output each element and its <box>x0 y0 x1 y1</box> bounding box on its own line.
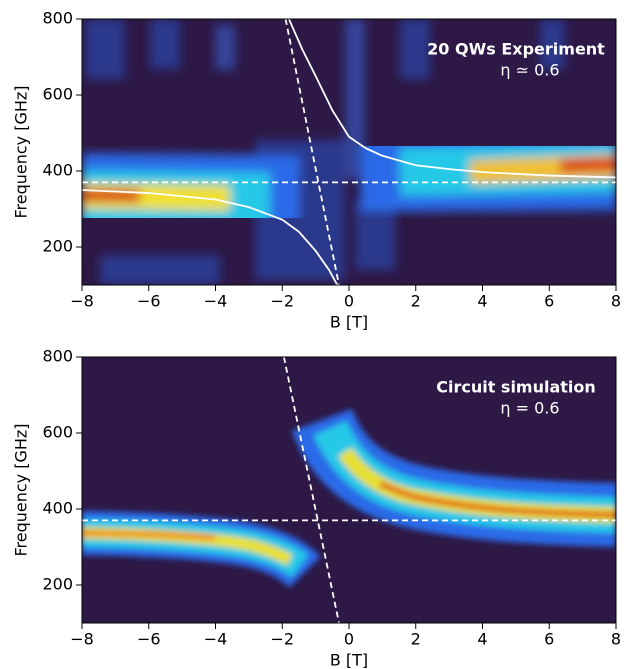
y-tick-label: 200 <box>42 237 73 256</box>
y-tick-label: 800 <box>42 347 73 366</box>
x-axis-label: B [T] <box>330 313 368 332</box>
plot-lines <box>82 357 616 623</box>
x-tick-label: 8 <box>611 630 621 649</box>
x-tick-label: 2 <box>411 292 421 311</box>
x-axis-label: B [T] <box>330 651 368 669</box>
x-tick-label: −4 <box>204 630 228 649</box>
annotation: Circuit simulation <box>436 378 596 397</box>
dashed-line <box>284 19 340 285</box>
annotation: η ≃ 0.6 <box>500 61 559 80</box>
x-tick-label: 2 <box>411 630 421 649</box>
x-tick-label: −8 <box>70 630 94 649</box>
x-tick-label: 0 <box>344 292 354 311</box>
x-tick-label: 0 <box>344 630 354 649</box>
heatmap-top <box>82 19 616 285</box>
y-tick-label: 400 <box>42 499 73 518</box>
y-tick-label: 200 <box>42 575 73 594</box>
x-tick-label: 6 <box>544 292 554 311</box>
y-axis-label: Frequency [GHz] <box>12 423 31 556</box>
x-tick-label: −8 <box>70 292 94 311</box>
y-tick-label: 800 <box>42 9 73 28</box>
x-tick-label: −6 <box>137 630 161 649</box>
annotation: 20 QWs Experiment <box>427 40 605 59</box>
y-tick-label: 600 <box>42 423 73 442</box>
annotation: η = 0.6 <box>500 399 559 418</box>
x-tick-label: −2 <box>270 630 294 649</box>
y-tick-label: 600 <box>42 85 73 104</box>
x-tick-label: 4 <box>477 292 487 311</box>
x-tick-label: −6 <box>137 292 161 311</box>
heatmap-bottom <box>82 357 616 623</box>
y-tick-label: 400 <box>42 161 73 180</box>
y-axis-label: Frequency [GHz] <box>12 85 31 218</box>
curve <box>288 19 616 179</box>
x-tick-label: −2 <box>270 292 294 311</box>
x-tick-label: 4 <box>477 630 487 649</box>
dashed-line <box>283 357 340 623</box>
plot-lines <box>82 19 616 285</box>
curve <box>82 189 339 285</box>
x-tick-label: 6 <box>544 630 554 649</box>
x-tick-label: −4 <box>204 292 228 311</box>
x-tick-label: 8 <box>611 292 621 311</box>
